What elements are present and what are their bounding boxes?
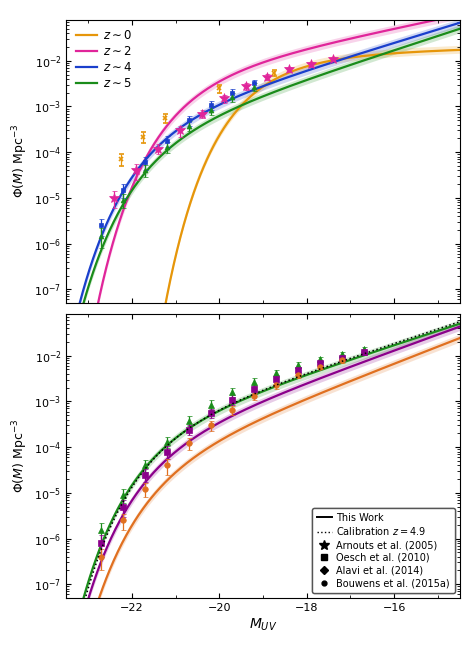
$z \sim 0$ — [469, 46, 474, 53]
$z \sim 0$ — [288, 68, 294, 75]
$z \sim 6$ — [310, 377, 316, 385]
$z \sim 6$ — [263, 396, 269, 404]
$z \sim 6$ — [261, 397, 266, 405]
Y-axis label: $\Phi(M)$ Mpc$^{-3}$: $\Phi(M)$ Mpc$^{-3}$ — [10, 124, 30, 198]
$z \sim 2$ — [288, 50, 294, 58]
$z \sim 2$ — [263, 57, 269, 65]
$z \sim 2$ — [404, 22, 410, 30]
$z \sim 5$ — [404, 337, 410, 345]
Y-axis label: $\Phi(M)$ Mpc$^{-3}$: $\Phi(M)$ Mpc$^{-3}$ — [10, 419, 30, 493]
Line: $z \sim 5$: $z \sim 5$ — [66, 317, 474, 650]
$z \sim 0$ — [310, 60, 316, 68]
$z \sim 5$ — [469, 21, 474, 29]
$z \sim 5$ — [261, 387, 266, 395]
$z \sim 2$ — [469, 8, 474, 16]
$z \sim 7$ — [261, 414, 266, 422]
$z \sim 4$ — [404, 35, 410, 43]
$z \sim 4$ — [263, 81, 269, 89]
Line: $z \sim 4$: $z \sim 4$ — [66, 16, 474, 361]
$z \sim 5$ — [261, 92, 266, 100]
$z \sim 7$ — [404, 355, 410, 363]
$z \sim 4$ — [469, 15, 474, 23]
$z \sim 5$ — [263, 91, 269, 99]
$z \sim 4$ — [310, 64, 316, 72]
X-axis label: $M_{UV}$: $M_{UV}$ — [249, 617, 277, 634]
$z \sim 7$ — [469, 330, 474, 337]
Legend: $z \sim 0$, $z \sim 2$, $z \sim 4$, $z \sim 5$: $z \sim 0$, $z \sim 2$, $z \sim 4$, $z \… — [72, 25, 136, 94]
$z \sim 4$ — [261, 82, 266, 90]
$z \sim 2$ — [310, 44, 316, 51]
$z \sim 7$ — [288, 402, 294, 410]
$z \sim 2$ — [64, 508, 69, 515]
$z \sim 5$ — [288, 82, 294, 90]
Line: $z \sim 2$: $z \sim 2$ — [66, 10, 474, 512]
$z \sim 0$ — [261, 83, 266, 90]
$z \sim 6$ — [288, 386, 294, 394]
Line: $z \sim 0$: $z \sim 0$ — [66, 49, 474, 650]
$z \sim 5$ — [288, 377, 294, 385]
$z \sim 0$ — [404, 49, 410, 57]
Line: $z \sim 5$: $z \sim 5$ — [66, 21, 474, 374]
$z \sim 2$ — [261, 58, 266, 66]
$z \sim 5$ — [310, 369, 316, 376]
$z \sim 5$ — [469, 316, 474, 324]
$z \sim 5$ — [263, 386, 269, 394]
$z \sim 5$ — [64, 370, 69, 378]
$z \sim 5$ — [404, 42, 410, 50]
$z \sim 4$ — [64, 357, 69, 365]
Line: $z \sim 6$: $z \sim 6$ — [66, 318, 474, 650]
$z \sim 7$ — [310, 393, 316, 400]
$z \sim 7$ — [263, 413, 269, 421]
Legend: This Work, Calibration $z = 4.9$, Arnouts et al. (2005), Oesch et al. (2010), Al: This Work, Calibration $z = 4.9$, Arnout… — [312, 508, 455, 593]
Line: $z \sim 7$: $z \sim 7$ — [66, 330, 474, 650]
$z \sim 4$ — [288, 72, 294, 80]
$z \sim 6$ — [404, 342, 410, 350]
$z \sim 5$ — [310, 73, 316, 81]
$z \sim 0$ — [263, 81, 269, 88]
$z \sim 6$ — [469, 318, 474, 326]
